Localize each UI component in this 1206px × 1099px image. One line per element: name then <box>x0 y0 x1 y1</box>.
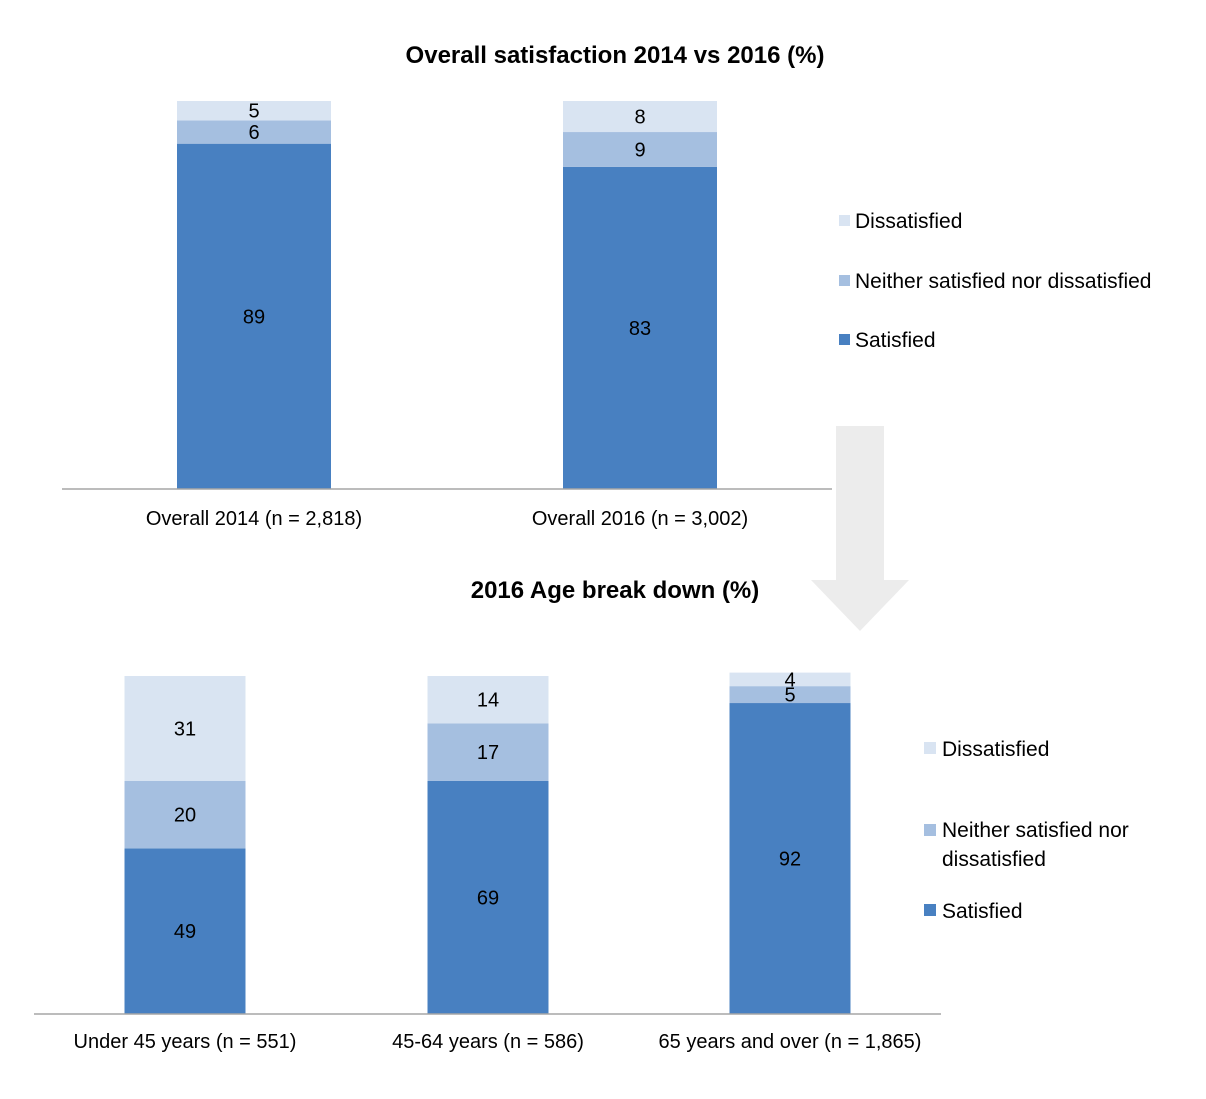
data-label: 6 <box>248 122 259 144</box>
chart-title: Overall satisfaction 2014 vs 2016 (%) <box>406 42 825 69</box>
x-tick-labels: Under 45 years (n = 551) 45-64 years (n =… <box>74 1031 922 1053</box>
data-label: 14 <box>477 690 499 712</box>
legend: Dissatisfied Neither satisfied nor dissa… <box>924 738 1129 923</box>
legend-swatch-satisfied <box>839 334 850 345</box>
x-tick-label: Overall 2016 (n = 3,002) <box>532 508 748 530</box>
bar-segment-dissatisfied <box>427 676 549 724</box>
legend-swatch-dissatisfied <box>924 742 936 754</box>
legend-swatch-dissatisfied <box>839 215 850 226</box>
legend-swatch-satisfied <box>924 904 936 916</box>
legend-label-neither: Neither satisfied nor dissatisfied <box>855 270 1151 293</box>
chart-title: 2016 Age break down (%) <box>471 577 760 604</box>
x-tick-label: Under 45 years (n = 551) <box>74 1031 297 1053</box>
legend: Dissatisfied Neither satisfied nor dissa… <box>839 210 1151 352</box>
bar-segment-satisfied <box>427 780 549 1014</box>
data-label: 8 <box>634 107 645 129</box>
data-label: 5 <box>248 101 259 123</box>
x-tick-label: 45-64 years (n = 586) <box>392 1031 584 1053</box>
data-label: 92 <box>779 849 801 871</box>
bar-segment-dissatisfied <box>177 101 331 121</box>
bar-segment-satisfied <box>177 143 331 489</box>
data-label: 5 <box>784 685 795 707</box>
bars: 89 65 83 9 8 <box>177 101 717 489</box>
bar-segment-neither-satisfied-nor-dissatisfied <box>729 686 851 704</box>
data-label: 31 <box>174 718 196 740</box>
x-tick-labels: Overall 2014 (n = 2,818) Overall 2016 (n … <box>146 508 748 530</box>
data-label: 49 <box>174 921 196 943</box>
down-arrow-icon <box>811 426 909 631</box>
chart-age-breakdown: 2016 Age break down (%) 4920316917149254… <box>34 577 1129 1053</box>
chart-overall: Overall satisfaction 2014 vs 2016 (%) 89… <box>62 42 1151 530</box>
bar-segment-neither-satisfied-nor-dissatisfied <box>124 780 246 849</box>
legend-label-satisfied: Satisfied <box>942 900 1023 923</box>
legend-label-neither: Neither satisfied nor <box>942 819 1129 842</box>
data-label: 83 <box>629 318 651 340</box>
bar-segment-satisfied <box>729 703 851 1014</box>
legend-label-neither-line2: dissatisfied <box>942 848 1046 871</box>
bar-segment-satisfied <box>563 166 717 489</box>
legend-swatch-neither <box>924 824 936 836</box>
bar-segment-satisfied <box>124 848 246 1014</box>
bar-segment-dissatisfied <box>563 101 717 133</box>
legend-swatch-neither <box>839 275 850 286</box>
data-label: 9 <box>634 140 645 162</box>
bar-segment-neither-satisfied-nor-dissatisfied <box>177 120 331 144</box>
data-label: 17 <box>477 742 499 764</box>
bar-segment-neither-satisfied-nor-dissatisfied <box>563 132 717 167</box>
data-label: 69 <box>477 887 499 909</box>
legend-label-dissatisfied: Dissatisfied <box>942 738 1049 761</box>
data-label: 4 <box>784 669 795 691</box>
data-label: 20 <box>174 805 196 827</box>
data-label: 89 <box>243 306 265 328</box>
bar-segment-dissatisfied <box>729 672 851 687</box>
x-tick-label: 65 years and over (n = 1,865) <box>659 1031 922 1053</box>
x-tick-label: Overall 2014 (n = 2,818) <box>146 508 362 530</box>
legend-label-dissatisfied: Dissatisfied <box>855 210 962 233</box>
bar-segment-neither-satisfied-nor-dissatisfied <box>427 723 549 781</box>
bars: 49 20 31 69 17 14 92 54 <box>124 669 851 1014</box>
bar-segment-dissatisfied <box>124 676 246 781</box>
legend-label-satisfied: Satisfied <box>855 329 936 352</box>
